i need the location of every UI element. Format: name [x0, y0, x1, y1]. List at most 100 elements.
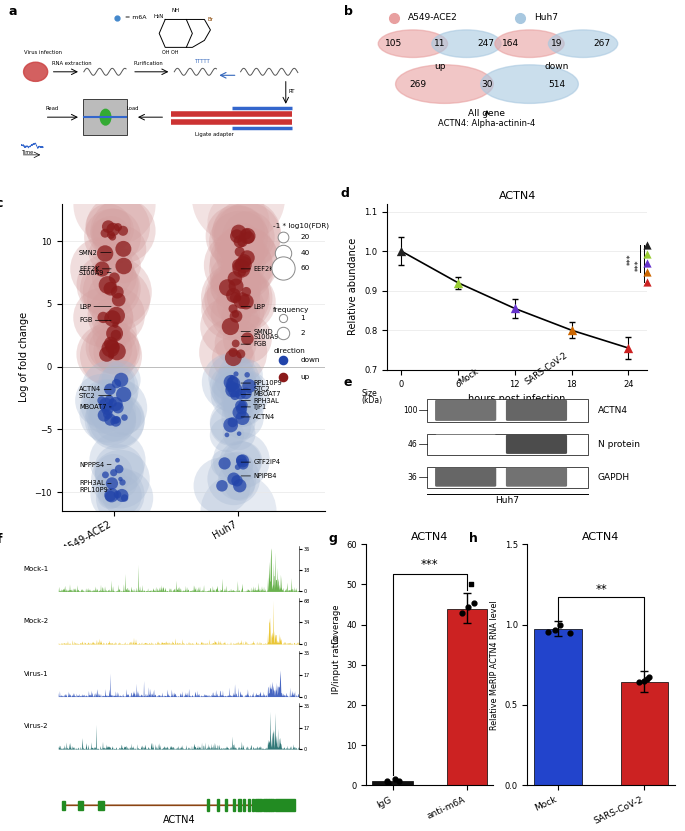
Point — [228, 472, 239, 485]
Point — [234, 406, 245, 419]
Point — [107, 230, 118, 243]
Point — [233, 292, 244, 305]
Point — [232, 475, 242, 488]
Point — [235, 387, 246, 401]
Point — [112, 454, 123, 467]
Text: a: a — [8, 6, 17, 18]
Point — [99, 247, 110, 260]
Point — [234, 427, 245, 440]
Text: 1: 1 — [301, 315, 305, 321]
Point — [234, 245, 245, 258]
Point — [238, 457, 249, 470]
Text: STC2: STC2 — [241, 386, 270, 392]
Point — [110, 318, 121, 332]
Point — [396, 244, 407, 258]
Text: 2: 2 — [301, 330, 305, 336]
Text: h: h — [469, 532, 477, 545]
Point — [240, 285, 251, 298]
Point — [242, 332, 253, 346]
Point — [236, 262, 247, 275]
Text: (kDa): (kDa) — [361, 396, 382, 406]
Point — [232, 229, 242, 243]
Point — [110, 318, 121, 332]
Point — [119, 411, 130, 424]
Bar — [427, 466, 588, 488]
Point — [227, 371, 238, 384]
Point — [105, 349, 116, 362]
Point — [96, 394, 107, 407]
Bar — [534, 629, 582, 785]
Text: ACTN4: ACTN4 — [241, 414, 275, 420]
Text: g: g — [329, 532, 337, 545]
Text: TJP1: TJP1 — [241, 404, 267, 410]
Point — [240, 295, 251, 308]
Text: RPL10P9: RPL10P9 — [241, 380, 282, 386]
Point — [235, 399, 246, 412]
Point — [227, 346, 238, 359]
Point — [240, 386, 251, 400]
Point — [216, 479, 227, 493]
Point — [234, 235, 245, 248]
Text: ***: *** — [421, 558, 438, 572]
Point — [642, 266, 653, 279]
Point — [99, 247, 110, 260]
Point — [118, 242, 129, 255]
Point — [241, 228, 252, 241]
Point — [623, 342, 634, 355]
Point — [228, 376, 239, 390]
Point — [105, 337, 116, 351]
Point — [238, 258, 249, 271]
Point — [114, 462, 125, 475]
Text: MBOAT7: MBOAT7 — [79, 404, 111, 410]
Text: LBP: LBP — [79, 303, 111, 309]
Point — [238, 398, 249, 411]
Ellipse shape — [481, 65, 578, 103]
Point — [229, 272, 240, 285]
Point — [242, 368, 253, 381]
Point — [107, 341, 118, 354]
Point — [235, 347, 246, 361]
Text: Virus-1: Virus-1 — [24, 671, 49, 676]
Point — [105, 229, 116, 242]
Point — [564, 626, 575, 639]
Point — [642, 672, 653, 686]
Point — [229, 389, 240, 402]
Point — [102, 278, 113, 292]
Point — [100, 468, 111, 481]
Point — [119, 259, 129, 273]
Point — [108, 396, 119, 410]
Point — [97, 263, 108, 276]
Text: GAPDH: GAPDH — [597, 473, 630, 482]
Point — [229, 383, 240, 396]
Point — [102, 278, 113, 292]
Point — [221, 428, 232, 441]
Point — [109, 327, 120, 340]
Point — [99, 409, 110, 422]
Text: e: e — [343, 376, 352, 389]
Bar — [243, 799, 245, 811]
Text: **: ** — [595, 583, 607, 596]
Point — [219, 457, 230, 470]
Point — [225, 320, 236, 333]
Point — [234, 479, 245, 492]
Text: RPL10P9: RPL10P9 — [79, 487, 111, 493]
Point — [457, 606, 468, 619]
Point — [238, 398, 249, 411]
Point — [106, 489, 117, 502]
Point — [109, 271, 120, 284]
Point — [277, 327, 288, 340]
Text: Mock-1: Mock-1 — [23, 566, 49, 572]
Point — [110, 414, 121, 427]
Point — [106, 477, 117, 490]
Bar — [78, 800, 83, 810]
Text: SARS-CoV-2: SARS-CoV-2 — [523, 351, 569, 387]
Point — [105, 337, 116, 351]
Text: frequency: frequency — [273, 307, 310, 312]
Point — [234, 427, 245, 440]
Point — [110, 414, 121, 427]
Point — [232, 475, 242, 488]
FancyBboxPatch shape — [506, 435, 567, 454]
Point — [119, 388, 129, 401]
Bar — [271, 799, 273, 811]
Point — [277, 261, 288, 274]
